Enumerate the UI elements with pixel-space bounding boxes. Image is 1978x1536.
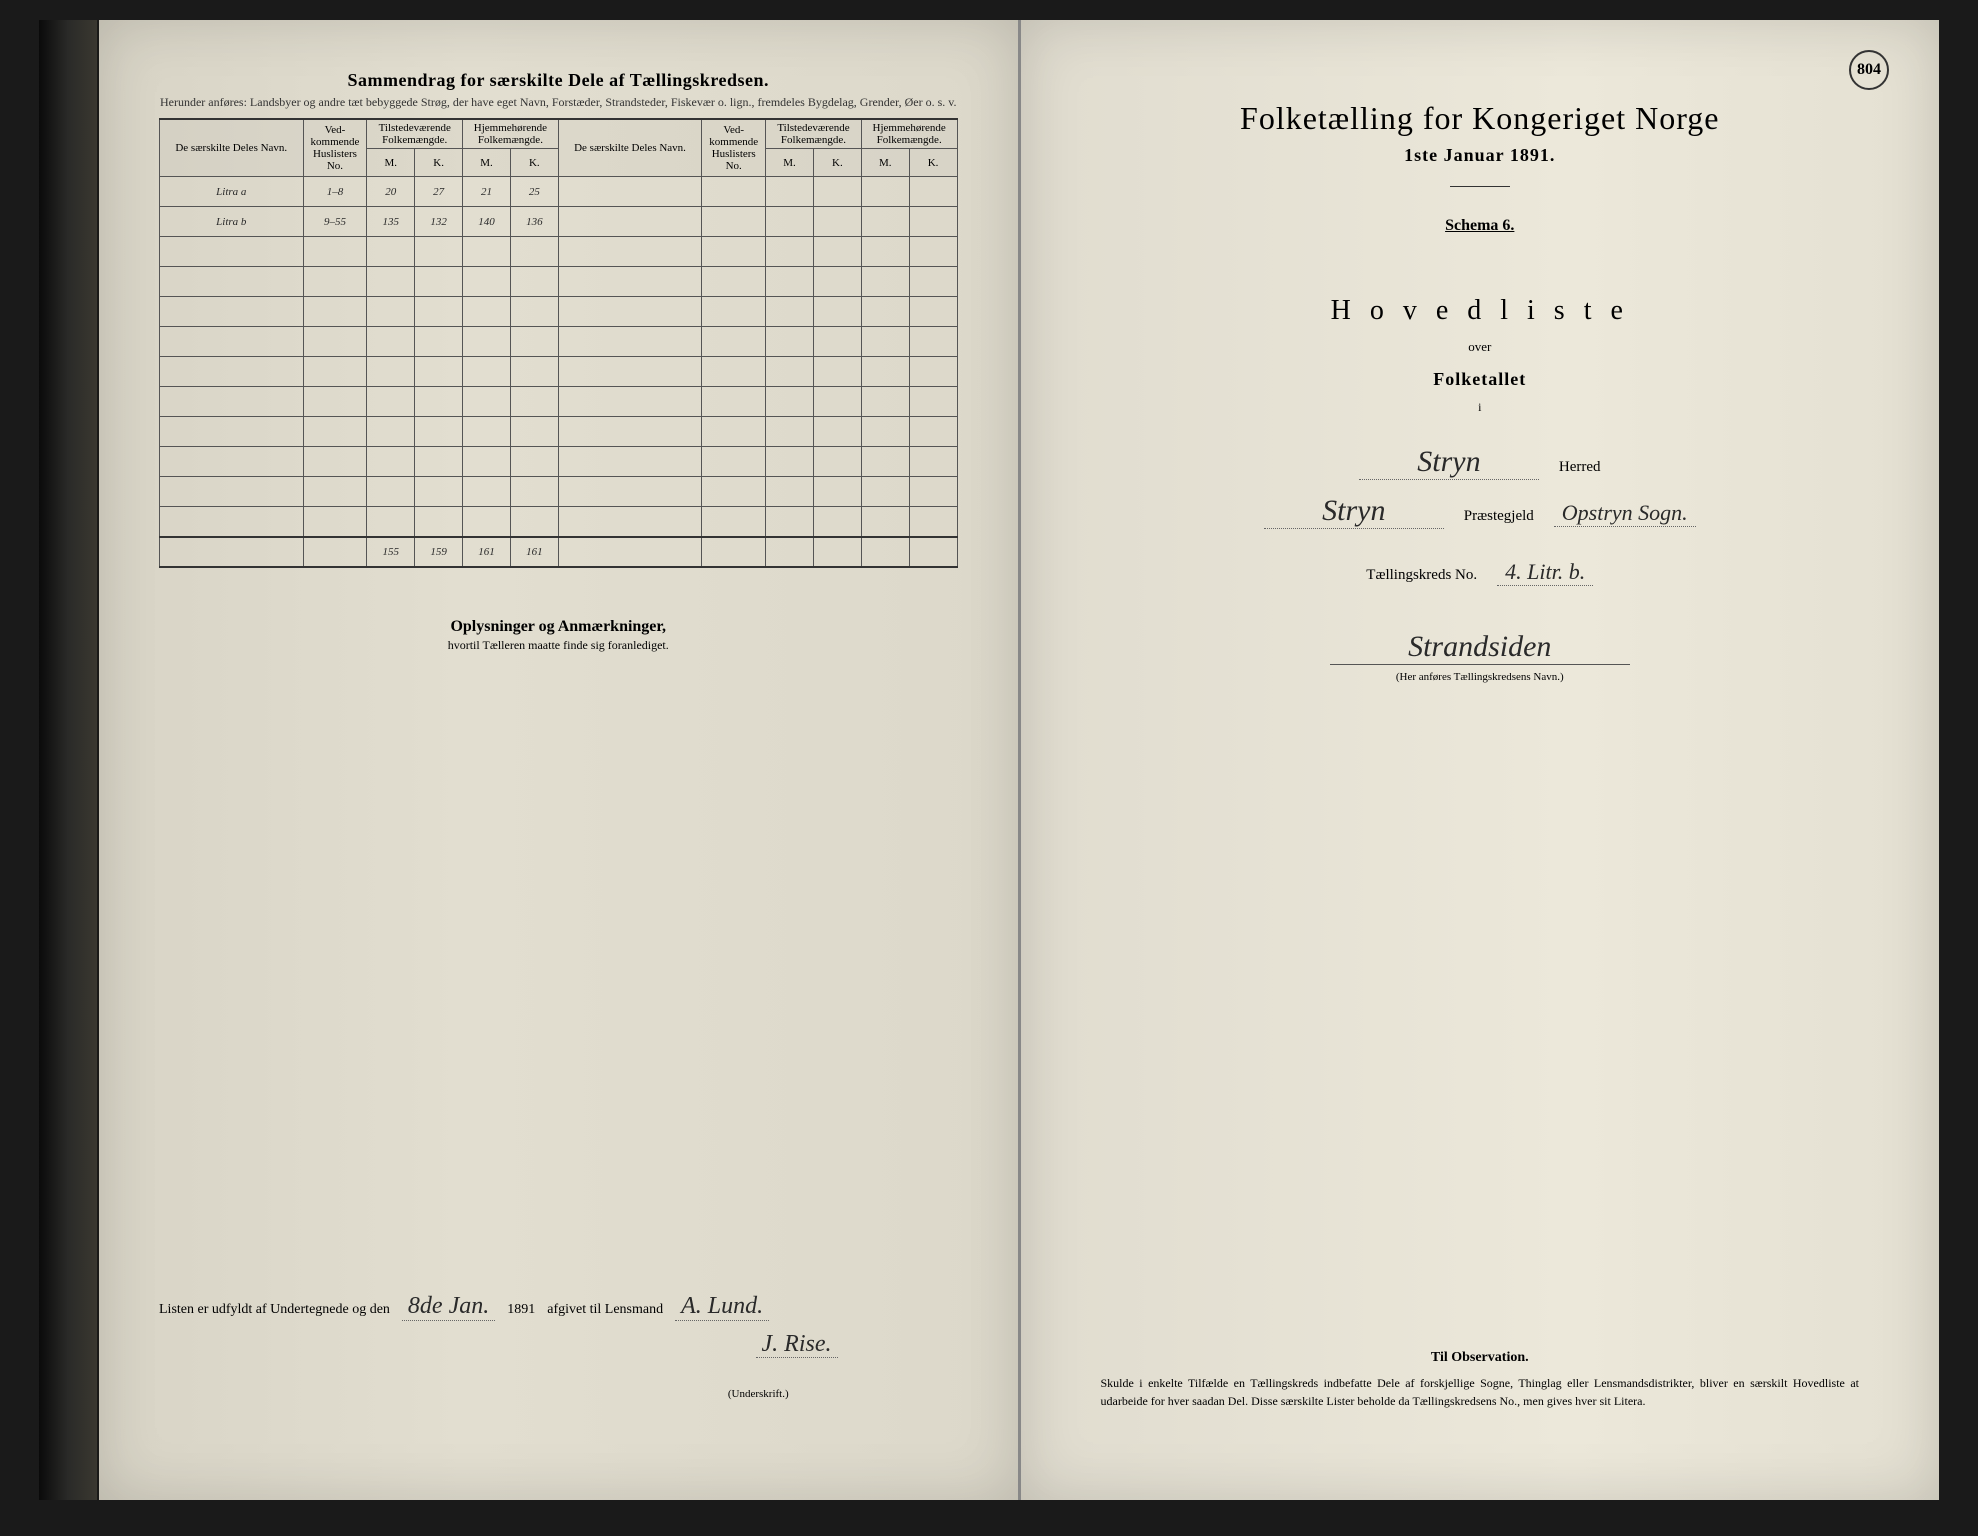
footer-sig2: J. Rise. [756, 1331, 838, 1358]
oplysninger-title: Oplysninger og Anmærkninger, [159, 618, 958, 636]
schema-label: Schema 6. [1081, 217, 1880, 235]
col-name-2: De særskilte Deles Navn. [558, 119, 702, 177]
totals-row: 155 159 161 161 [160, 537, 958, 567]
right-page: 804 Folketælling for Kongeriget Norge 1s… [1021, 20, 1940, 1500]
col-m: M. [463, 149, 511, 177]
col-m: M. [766, 149, 814, 177]
kreds-caption: (Her anføres Tællingskredsens Navn.) [1081, 671, 1880, 683]
left-subtitle: Herunder anføres: Landsbyer og andre tæt… [159, 95, 958, 110]
obs-body: Skulde i enkelte Tilfælde en Tællingskre… [1101, 1374, 1860, 1410]
footer-year: 1891 [507, 1302, 535, 1318]
left-header: Sammendrag for særskilte Dele af Tælling… [159, 70, 958, 110]
col-k: K. [510, 149, 558, 177]
table-row: Litra b 9–55 135 132 140 136 [160, 207, 958, 237]
obs-title: Til Observation. [1101, 1350, 1860, 1366]
kredsno-label: Tællingskreds No. [1366, 567, 1477, 584]
praestegjeld-row: Stryn Præstegjeld Opstryn Sogn. [1081, 494, 1880, 529]
col-m: M. [367, 149, 415, 177]
main-title: Folketælling for Kongeriget Norge [1081, 100, 1880, 137]
oplysninger-sub: hvortil Tælleren maatte finde sig foranl… [159, 638, 958, 653]
folketallet: Folketallet [1081, 369, 1880, 390]
book-spread: Sammendrag for særskilte Dele af Tælling… [39, 20, 1939, 1500]
left-footer: Listen er udfyldt af Undertegnede og den… [159, 1293, 958, 1400]
herred-label: Herred [1559, 459, 1601, 476]
hovedliste: H o v e d l i s t e [1081, 295, 1880, 327]
herred-value: Stryn [1359, 445, 1539, 480]
kredsno-row: Tællingskreds No. 4. Litr. b. [1081, 559, 1880, 586]
col-hjemme: Hjemme­hørende Folke­mængde. [463, 119, 559, 149]
i-label: i [1081, 400, 1880, 415]
left-page: Sammendrag for særskilte Dele af Tælling… [99, 20, 1021, 1500]
col-m: M. [861, 149, 909, 177]
page-number: 804 [1849, 50, 1889, 90]
kreds-navn: Strandsiden [1330, 630, 1630, 665]
col-name: De særskilte Deles Navn. [160, 119, 304, 177]
footer-mid: afgivet til Lensmand [547, 1302, 663, 1318]
col-hjemme-2: Hjemme­hørende Folke­mængde. [861, 119, 957, 149]
col-k: K. [415, 149, 463, 177]
divider [1450, 186, 1510, 187]
summary-tbody: Litra a 1–8 20 27 21 25 Litra b 9–55 135… [160, 177, 958, 567]
col-k: K. [813, 149, 861, 177]
right-content: Folketælling for Kongeriget Norge 1ste J… [1081, 70, 1880, 683]
table-row: Litra a 1–8 20 27 21 25 [160, 177, 958, 207]
left-title: Sammendrag for særskilte Dele af Tælling… [159, 70, 958, 91]
oplysninger-section: Oplysninger og Anmærkninger, hvortil Tæl… [159, 618, 958, 653]
col-k: K. [909, 149, 957, 177]
praestegjeld-label: Præstegjeld [1464, 508, 1534, 525]
col-tilstede: Tilstede­værende Folke­mængde. [367, 119, 463, 149]
date-line: 1ste Januar 1891. [1081, 145, 1880, 166]
praestegjeld-value: Stryn [1264, 494, 1444, 529]
footer-sig1: A. Lund. [675, 1293, 769, 1321]
footer-date: 8de Jan. [402, 1293, 495, 1321]
underskrift-caption: (Underskrift.) [559, 1388, 958, 1400]
kredsno-value: 4. Litr. b. [1497, 559, 1593, 586]
col-husliste-2: Ved­kommende Huslisters No. [702, 119, 766, 177]
col-husliste: Ved­kommende Huslisters No. [303, 119, 367, 177]
footer-prefix: Listen er udfyldt af Undertegnede og den [159, 1302, 390, 1318]
book-spine [39, 20, 99, 1500]
herred-row: Stryn Herred [1081, 445, 1880, 480]
praestegjeld-extra: Opstryn Sogn. [1554, 500, 1696, 527]
summary-table: De særskilte Deles Navn. Ved­kommende Hu… [159, 118, 958, 568]
over-label: over [1081, 339, 1880, 355]
observation-section: Til Observation. Skulde i enkelte Tilfæl… [1101, 1350, 1860, 1410]
col-tilstede-2: Tilstede­værende Folke­mængde. [766, 119, 862, 149]
